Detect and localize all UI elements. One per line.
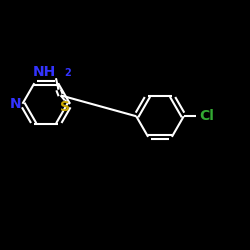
Text: S: S [60, 100, 70, 114]
Text: 2: 2 [65, 68, 71, 78]
Text: NH: NH [33, 65, 56, 79]
Text: Cl: Cl [199, 109, 214, 123]
Text: N: N [10, 97, 21, 111]
